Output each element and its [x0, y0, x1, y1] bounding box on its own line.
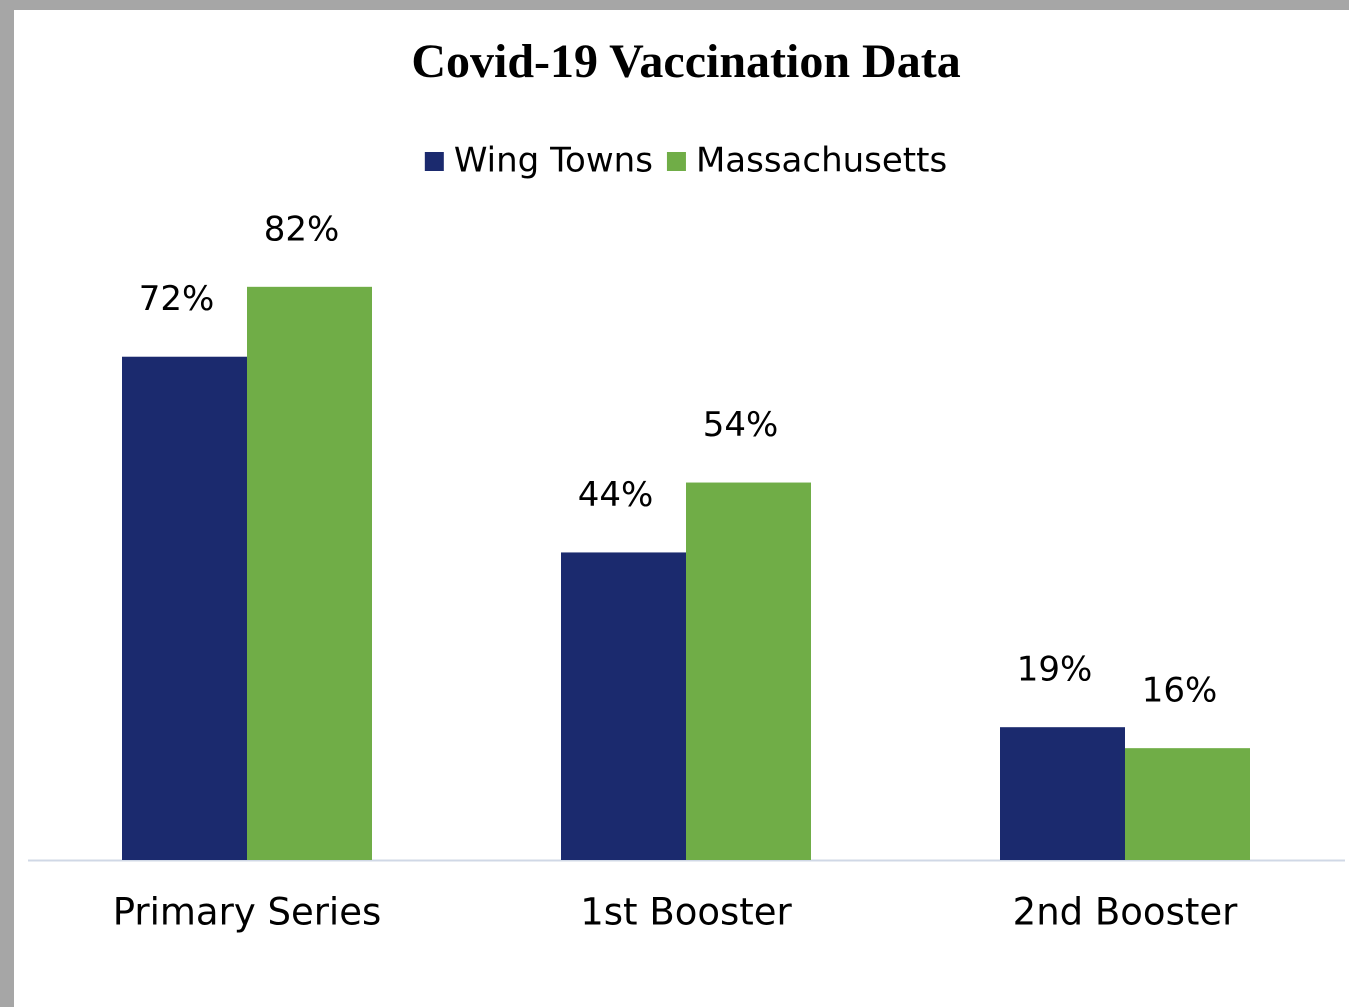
- data-label: 82%: [264, 209, 340, 249]
- legend-swatch: [666, 152, 686, 171]
- bar: [561, 552, 686, 860]
- x-tick-label: Primary Series: [113, 891, 382, 934]
- bar: [686, 482, 811, 860]
- legend-label: Massachusetts: [696, 141, 947, 181]
- data-label: 16%: [1142, 671, 1218, 711]
- data-label: 44%: [578, 475, 654, 515]
- x-tick-label: 1st Booster: [580, 891, 792, 934]
- bar: [1125, 748, 1250, 860]
- legend-swatch: [424, 152, 444, 171]
- legend-label: Wing Towns: [454, 141, 653, 181]
- bar: [1000, 727, 1125, 860]
- x-tick-label: 2nd Booster: [1013, 891, 1238, 934]
- chart-title: Covid-19 Vaccination Data: [411, 35, 960, 88]
- data-label: 54%: [703, 405, 779, 445]
- bar: [122, 356, 247, 860]
- data-label: 72%: [139, 279, 215, 319]
- bar: [247, 286, 372, 860]
- data-label: 19%: [1017, 650, 1093, 690]
